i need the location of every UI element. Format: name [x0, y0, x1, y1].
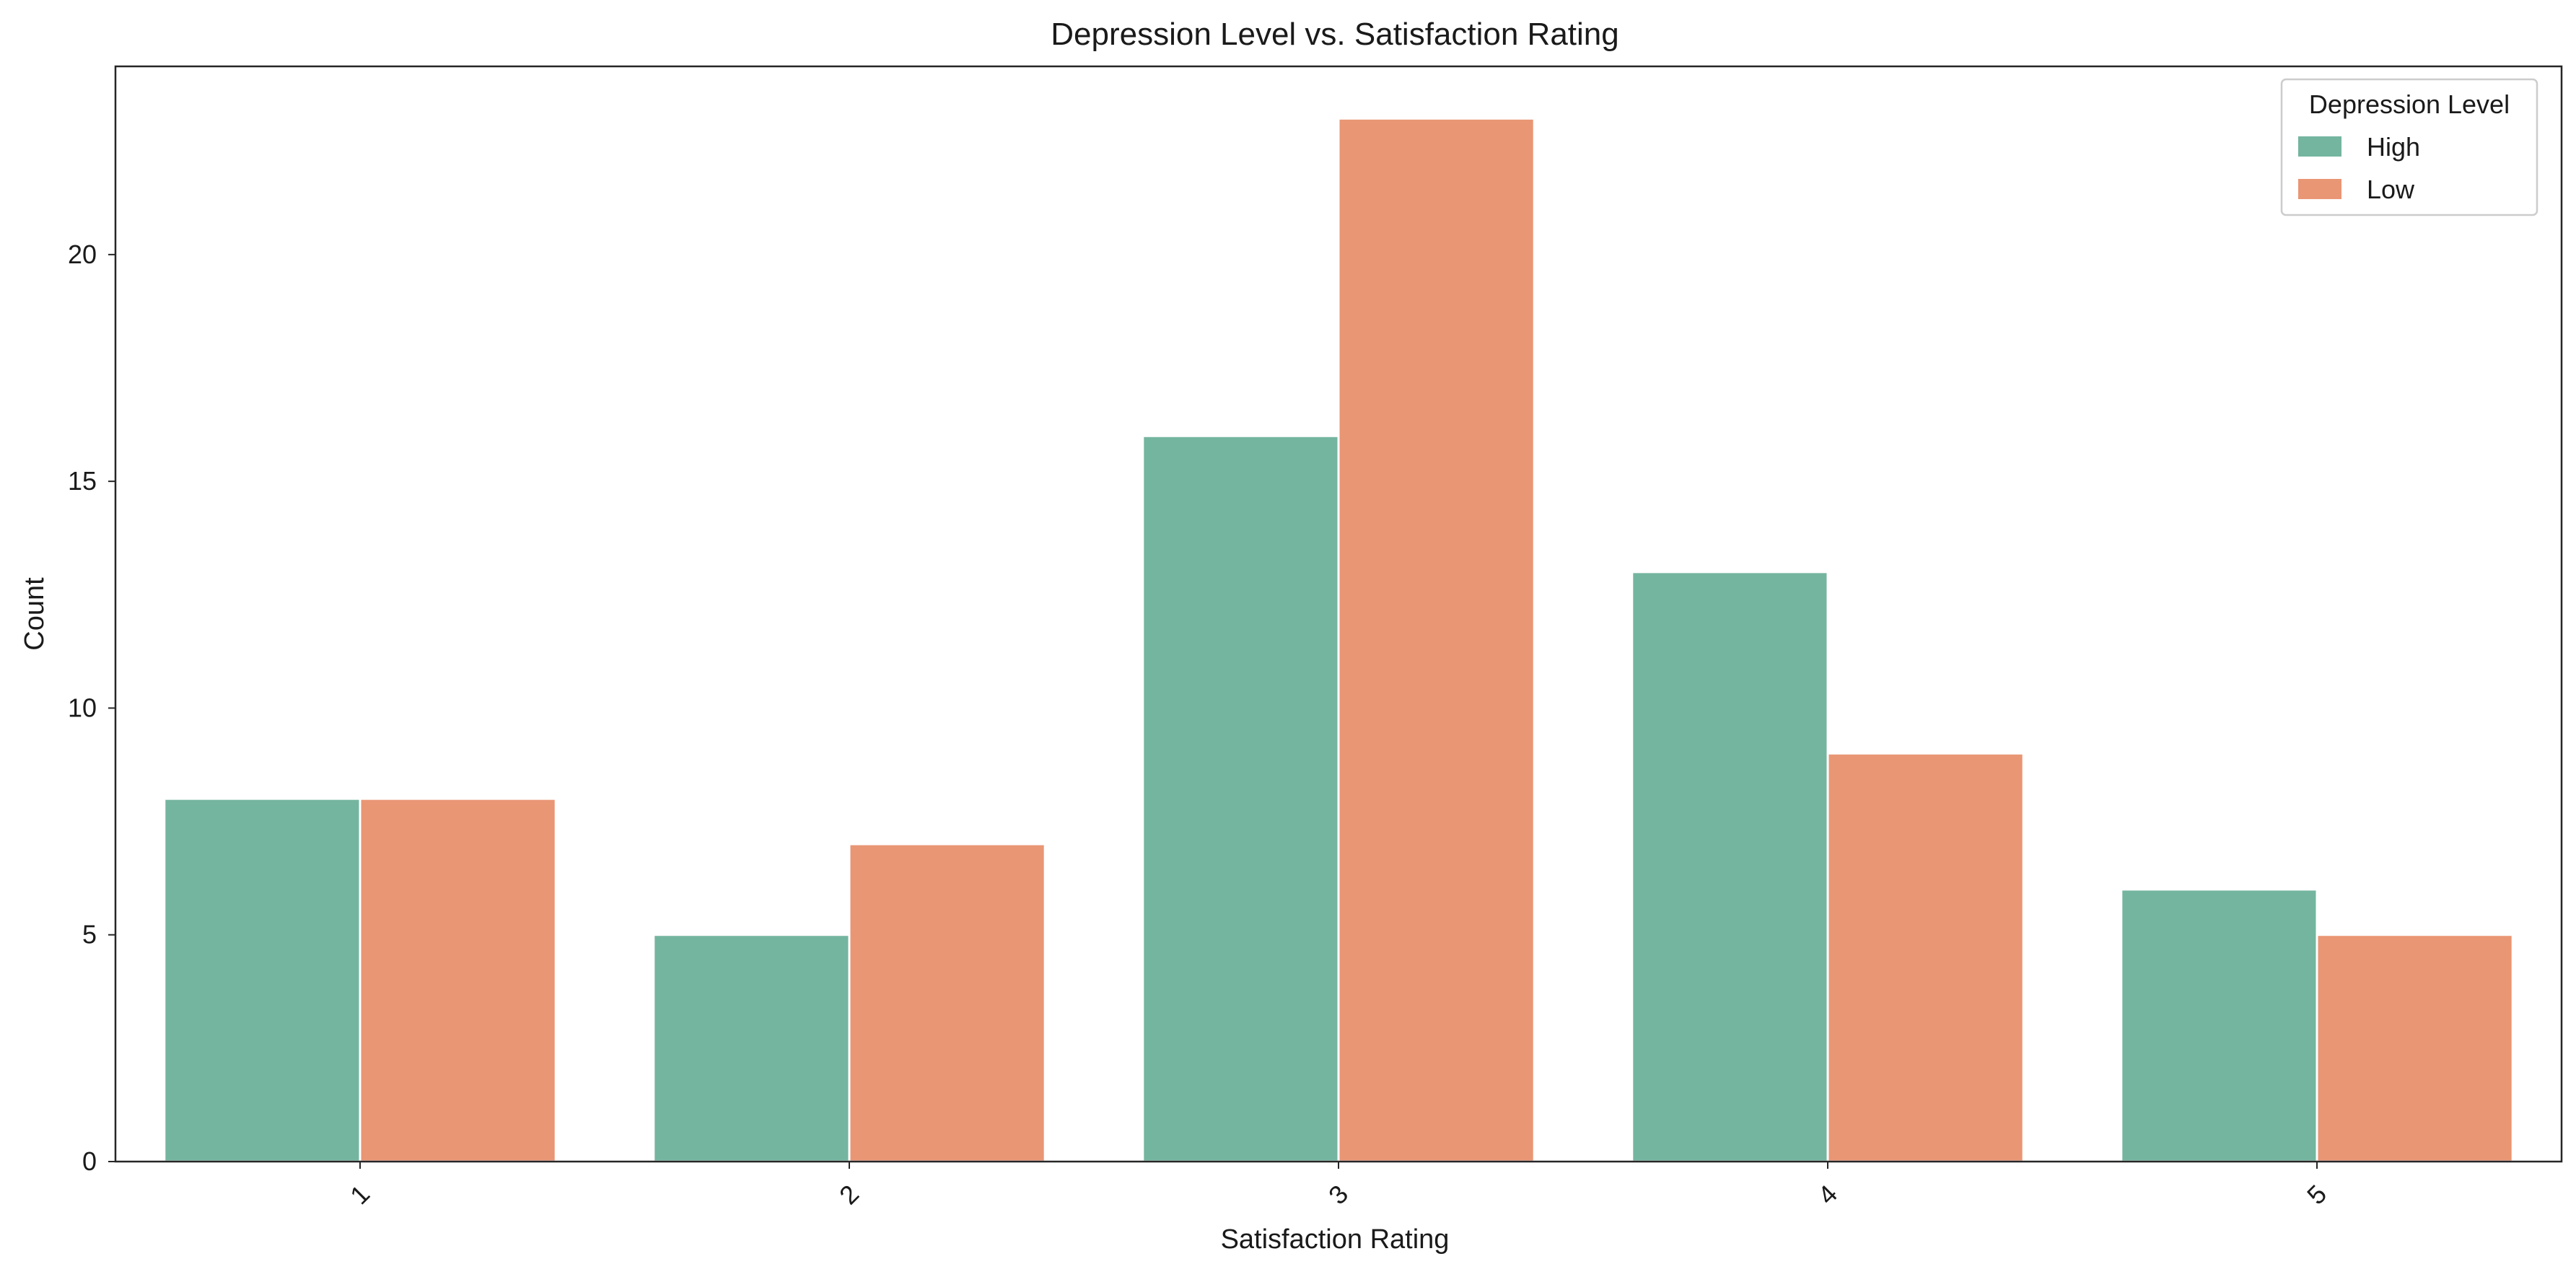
bar-high-4: [1631, 571, 1829, 1163]
bar-low-3: [1337, 117, 1535, 1163]
legend-box: [2280, 78, 2538, 216]
legend-label-low: Low: [2367, 175, 2415, 204]
legend-label-high: High: [2367, 132, 2420, 162]
y-axis: 0 5 10 15 20: [68, 240, 115, 1176]
legend: Depression Level High Low: [2280, 78, 2538, 216]
bar-low-1: [359, 797, 557, 1163]
x-axis-label: Satisfaction Rating: [1221, 1224, 1450, 1255]
bar-high-2: [652, 934, 851, 1163]
bar-high-3: [1142, 434, 1340, 1163]
bars-layer: [163, 117, 2514, 1163]
legend-items: High Low: [2298, 132, 2420, 204]
chart-title: Depression Level vs. Satisfaction Rating: [1051, 17, 1619, 52]
legend-title: Depression Level: [2309, 89, 2510, 119]
y-tick-label: 15: [68, 466, 97, 496]
y-tick-label: 0: [82, 1146, 97, 1176]
bar-low-2: [848, 843, 1046, 1163]
bar-low-5: [2316, 934, 2514, 1163]
y-tick-label: 20: [68, 240, 97, 269]
bar-high-5: [2120, 888, 2318, 1163]
y-tick-label: 10: [68, 693, 97, 722]
bar-low-4: [1826, 752, 2025, 1163]
y-tick-label: 5: [82, 920, 97, 949]
legend-swatch-low: [2298, 179, 2341, 199]
bar-high-1: [163, 797, 362, 1163]
legend-swatch-high: [2298, 136, 2341, 157]
y-axis-label: Count: [19, 577, 50, 651]
